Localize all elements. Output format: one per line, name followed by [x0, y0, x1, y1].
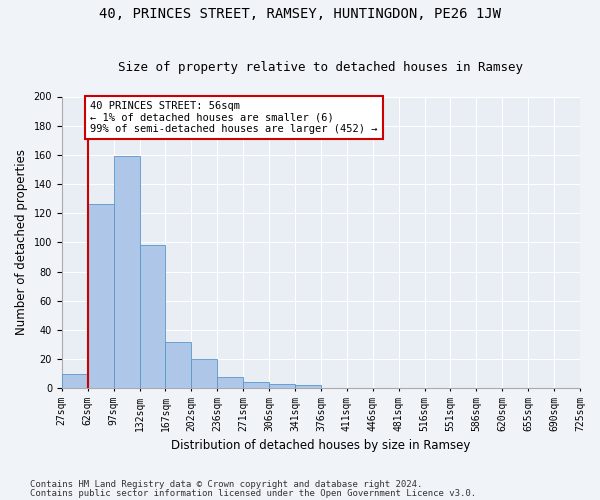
- Bar: [217, 376, 243, 388]
- Bar: [88, 204, 113, 388]
- Text: 40 PRINCES STREET: 56sqm
← 1% of detached houses are smaller (6)
99% of semi-det: 40 PRINCES STREET: 56sqm ← 1% of detache…: [90, 101, 378, 134]
- Bar: [191, 359, 217, 388]
- Bar: [113, 156, 140, 388]
- Bar: [166, 342, 191, 388]
- Text: Contains HM Land Registry data © Crown copyright and database right 2024.: Contains HM Land Registry data © Crown c…: [30, 480, 422, 489]
- Bar: [295, 386, 321, 388]
- Title: Size of property relative to detached houses in Ramsey: Size of property relative to detached ho…: [118, 62, 523, 74]
- Text: Contains public sector information licensed under the Open Government Licence v3: Contains public sector information licen…: [30, 488, 476, 498]
- Text: 40, PRINCES STREET, RAMSEY, HUNTINGDON, PE26 1JW: 40, PRINCES STREET, RAMSEY, HUNTINGDON, …: [99, 8, 501, 22]
- Bar: [140, 246, 166, 388]
- Y-axis label: Number of detached properties: Number of detached properties: [15, 150, 28, 336]
- X-axis label: Distribution of detached houses by size in Ramsey: Distribution of detached houses by size …: [171, 440, 470, 452]
- Bar: [243, 382, 269, 388]
- Bar: [269, 384, 295, 388]
- Bar: [62, 374, 88, 388]
